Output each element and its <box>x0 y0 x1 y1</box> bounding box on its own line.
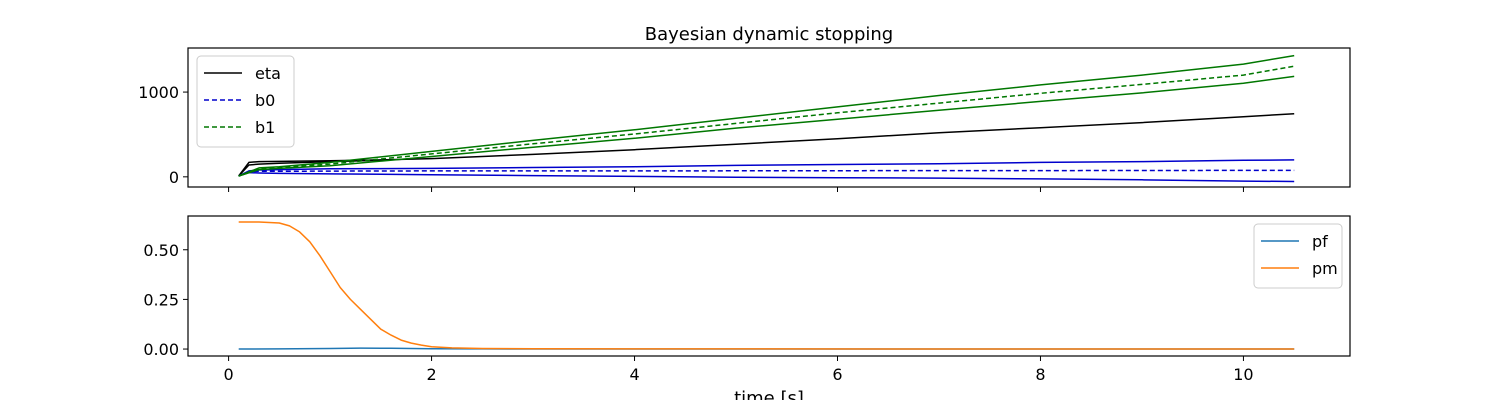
top-legend-label-b0: b0 <box>255 91 275 110</box>
chart-top: Bayesian dynamic stopping 0 1000 eta b0 b1 <box>138 24 1351 192</box>
top-legend-label-eta: eta <box>255 64 281 83</box>
top-legend-label-b1: b1 <box>255 118 275 137</box>
top-series-group <box>238 54 1295 183</box>
bottom-x-tick-label: 6 <box>832 365 842 384</box>
bottom-legend-label-pf: pf <box>1312 232 1328 251</box>
bottom-legend-frame <box>1253 223 1343 289</box>
bottom-x-tick-label: 8 <box>1035 365 1045 384</box>
top-series-line-b1_lower <box>238 75 1295 177</box>
chart-bottom: 0 2 4 6 8 10 0.00 0.25 0.50 pf pm time [s] <box>143 215 1351 400</box>
top-y-tick-label: 1000 <box>138 83 179 102</box>
bottom-plot-frame <box>187 215 1351 357</box>
bottom-y-tick-label: 0.50 <box>143 241 179 260</box>
bottom-y-tick-label: 0.25 <box>143 290 179 309</box>
top-legend-frame <box>196 55 295 148</box>
top-tick-group: 0 1000 <box>138 83 1244 192</box>
chart-title: Bayesian dynamic stopping <box>645 24 893 45</box>
top-series-line-b1 <box>238 65 1295 177</box>
bottom-series-group <box>238 221 1295 350</box>
bottom-legend: pf pm <box>1253 223 1343 289</box>
top-series-line-b0_lower <box>238 171 1295 183</box>
bottom-x-tick-label: 10 <box>1233 365 1253 384</box>
top-y-tick-label: 0 <box>169 168 179 187</box>
top-series-line-eta <box>238 112 1295 177</box>
top-plot-frame <box>187 47 1351 188</box>
top-series-line-b1_upper <box>238 54 1295 177</box>
bottom-legend-label-pm: pm <box>1312 259 1338 278</box>
x-axis-label: time [s] <box>734 388 804 400</box>
bottom-tick-group: 0 2 4 6 8 10 0.00 0.25 0.50 <box>143 241 1253 384</box>
bottom-y-tick-label: 0.00 <box>143 340 179 359</box>
bottom-x-tick-label: 4 <box>629 365 639 384</box>
bottom-x-tick-label: 2 <box>426 365 436 384</box>
bottom-series-line-pm <box>238 221 1295 350</box>
bottom-x-tick-label: 0 <box>224 365 234 384</box>
top-legend: eta b0 b1 <box>196 55 295 148</box>
